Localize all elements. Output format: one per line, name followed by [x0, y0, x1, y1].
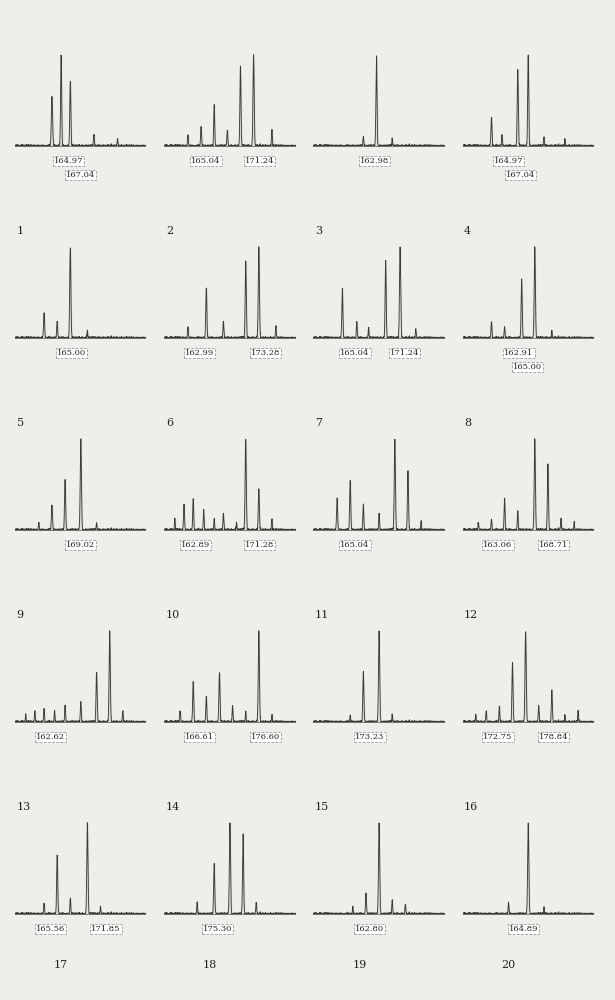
Text: 167.04: 167.04	[66, 171, 95, 179]
Text: 162.98: 162.98	[360, 157, 389, 165]
Text: 3: 3	[315, 226, 322, 236]
Text: 162.91: 162.91	[504, 349, 534, 357]
Text: 18: 18	[203, 960, 217, 970]
Text: 162.80: 162.80	[355, 925, 384, 933]
Text: 163.06: 163.06	[483, 541, 513, 549]
Text: 4: 4	[464, 226, 471, 236]
Text: 175.30: 175.30	[203, 925, 232, 933]
Text: 162.99: 162.99	[185, 349, 215, 357]
Text: 165.00: 165.00	[514, 363, 542, 371]
Text: 176.60: 176.60	[251, 733, 280, 741]
Text: 165.04: 165.04	[340, 541, 370, 549]
Text: 13: 13	[17, 802, 31, 812]
Text: 6: 6	[166, 418, 173, 428]
Text: 9: 9	[17, 610, 24, 620]
Text: 172.75: 172.75	[483, 733, 513, 741]
Text: 1: 1	[17, 226, 24, 236]
Text: 166.61: 166.61	[185, 733, 215, 741]
Text: 15: 15	[315, 802, 329, 812]
Text: 164.97: 164.97	[494, 157, 523, 165]
Text: 20: 20	[501, 960, 515, 970]
Text: 162.62: 162.62	[36, 733, 65, 741]
Text: 11: 11	[315, 610, 329, 620]
Text: 165.00: 165.00	[57, 349, 86, 357]
Text: 167.04: 167.04	[506, 171, 535, 179]
Text: 10: 10	[166, 610, 180, 620]
Text: 7: 7	[315, 418, 322, 428]
Text: 164.97: 164.97	[54, 157, 84, 165]
Text: 171.24: 171.24	[389, 349, 419, 357]
Text: 171.85: 171.85	[91, 925, 121, 933]
Text: 8: 8	[464, 418, 471, 428]
Text: 17: 17	[54, 960, 68, 970]
Text: 168.71: 168.71	[539, 541, 568, 549]
Text: 14: 14	[166, 802, 180, 812]
Text: 12: 12	[464, 610, 478, 620]
Text: 173.28: 173.28	[251, 349, 280, 357]
Text: 164.89: 164.89	[509, 925, 538, 933]
Text: 165.04: 165.04	[191, 157, 221, 165]
Text: 173.23: 173.23	[355, 733, 384, 741]
Text: 19: 19	[352, 960, 367, 970]
Text: 165.56: 165.56	[36, 925, 65, 933]
Text: 169.02: 169.02	[66, 541, 95, 549]
Text: 162.89: 162.89	[181, 541, 210, 549]
Text: 171.28: 171.28	[245, 541, 274, 549]
Text: 178.84: 178.84	[539, 733, 568, 741]
Text: 165.04: 165.04	[340, 349, 370, 357]
Text: 2: 2	[166, 226, 173, 236]
Text: 171.24: 171.24	[245, 157, 274, 165]
Text: 5: 5	[17, 418, 24, 428]
Text: 16: 16	[464, 802, 478, 812]
